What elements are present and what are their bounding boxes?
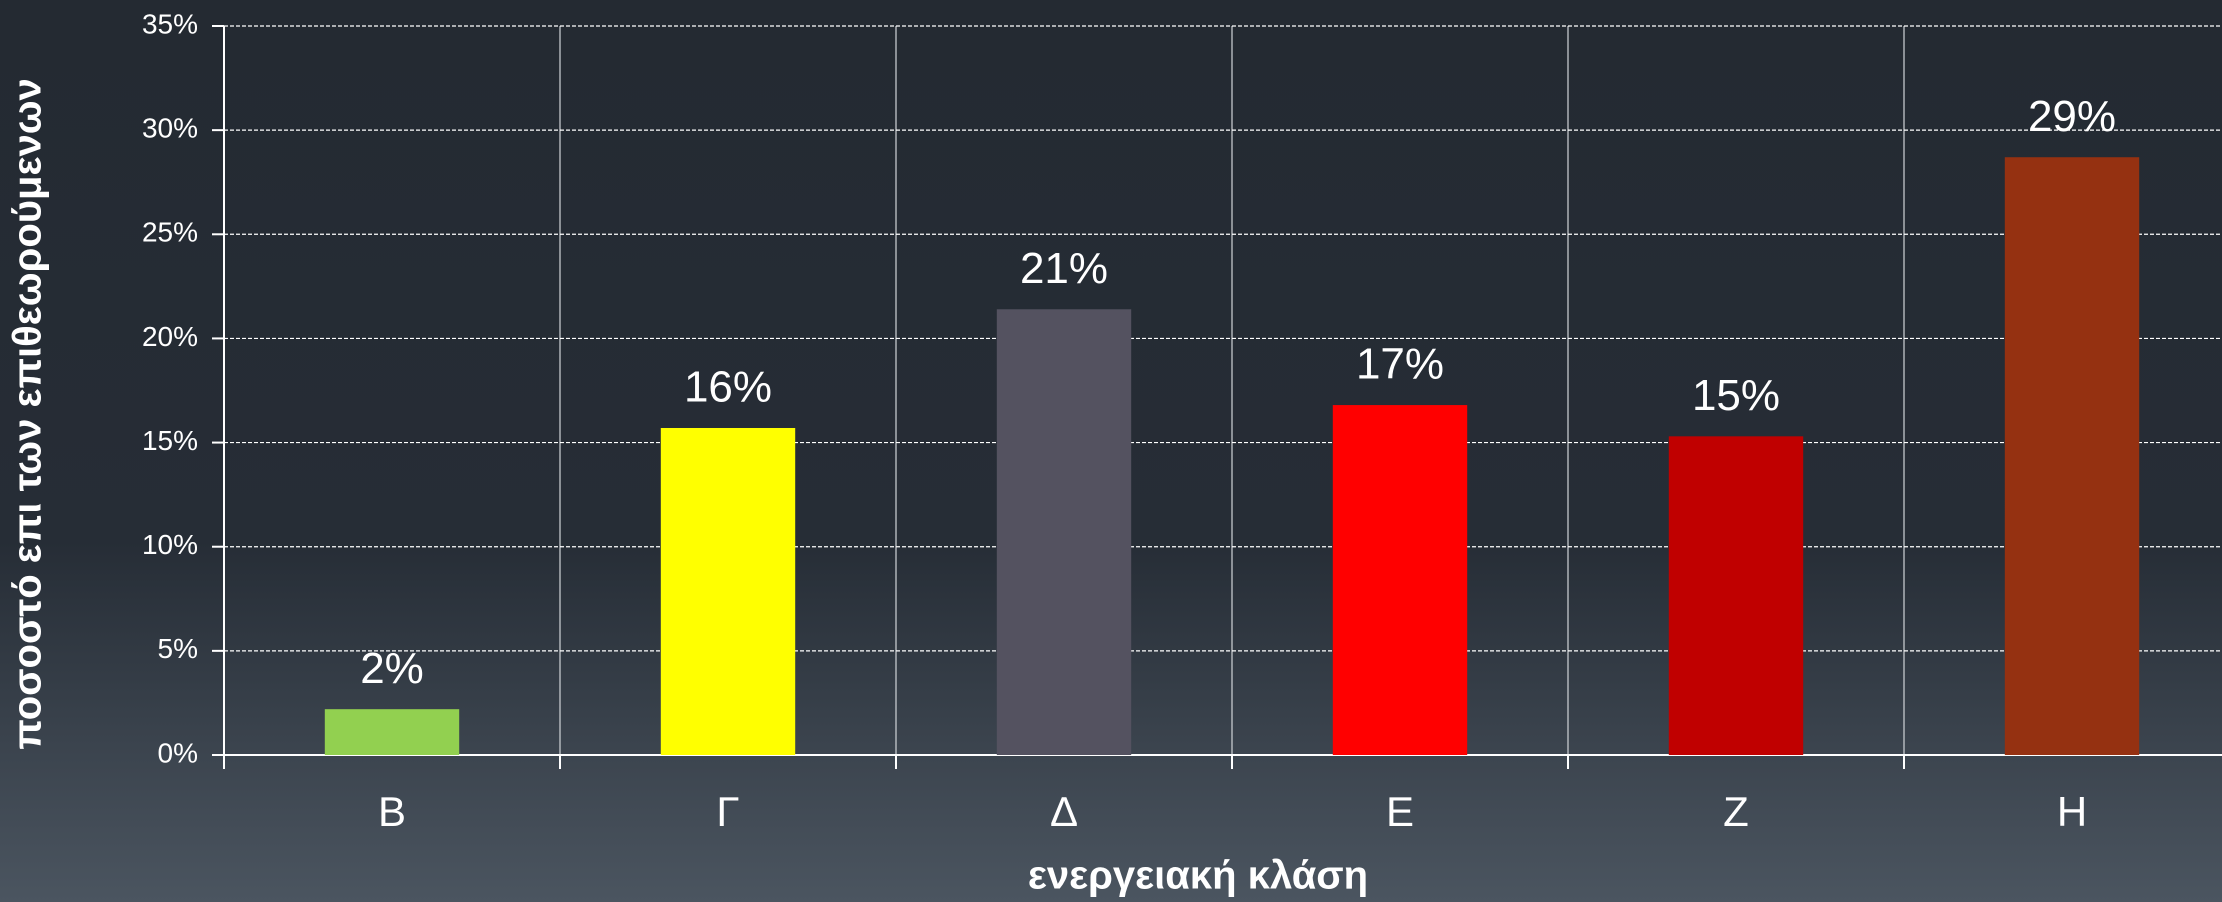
- y-tick-label: 0%: [158, 737, 198, 768]
- x-tick-label: E: [1386, 788, 1414, 835]
- value-label: 2%: [360, 644, 424, 693]
- y-tick-label: 20%: [142, 321, 198, 352]
- bar: [1332, 405, 1468, 755]
- x-tick-label: Z: [1723, 788, 1749, 835]
- y-tick-label: 30%: [142, 113, 198, 144]
- value-label: 16%: [684, 363, 772, 412]
- value-label: 15%: [1692, 371, 1780, 420]
- y-tick-label: 15%: [142, 425, 198, 456]
- y-tick-label: 35%: [142, 8, 198, 39]
- y-tick-label: 10%: [142, 529, 198, 560]
- value-label: 17%: [1356, 340, 1444, 389]
- bar: [324, 709, 460, 755]
- bar: [2004, 157, 2140, 756]
- value-label: 21%: [1020, 244, 1108, 293]
- x-tick-label: B: [378, 788, 406, 835]
- x-axis-title: ενεργειακή κλάση: [1028, 854, 1368, 898]
- bar: [1668, 436, 1804, 755]
- bar: [996, 309, 1132, 755]
- y-axis-title: ποσοστό επι των επιθεωρούμενων: [6, 78, 50, 750]
- x-tick-label: Γ: [716, 788, 739, 835]
- x-tick-label: H: [2057, 788, 2087, 835]
- x-tick-label: Δ: [1050, 788, 1078, 835]
- y-tick-label: 25%: [142, 217, 198, 248]
- value-label: 29%: [2028, 92, 2116, 141]
- bar: [660, 427, 796, 755]
- y-tick-label: 5%: [158, 633, 198, 664]
